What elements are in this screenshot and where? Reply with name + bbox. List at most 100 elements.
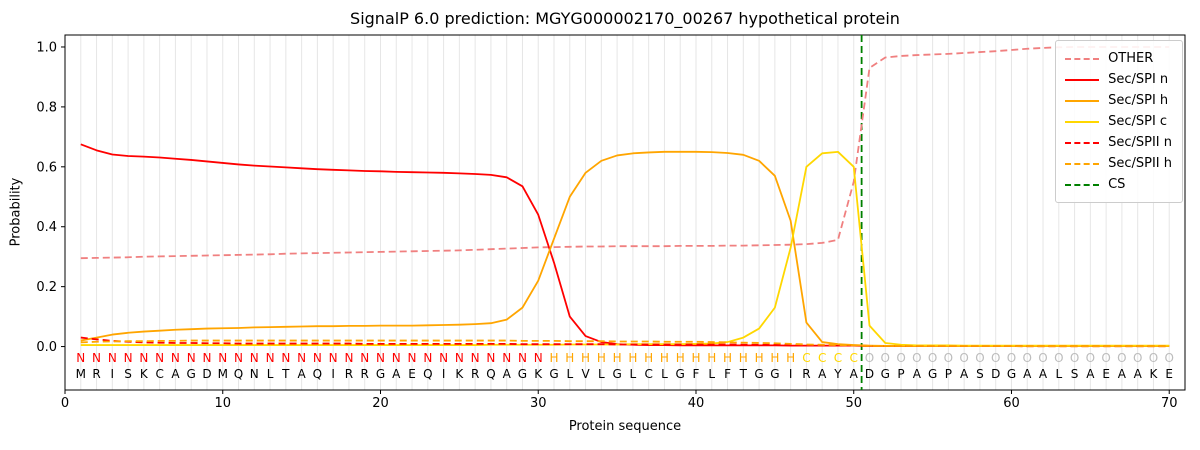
region-label-n: N (439, 351, 448, 365)
region-label-n: N (92, 351, 101, 365)
y-axis-label: Probability (8, 177, 24, 247)
x-tick-label: 60 (1003, 396, 1020, 411)
region-label-h: H (755, 351, 764, 365)
legend-item-sec-spi-h: Sec/SPI h (1065, 90, 1172, 111)
residue-letter: G (376, 367, 385, 381)
region-label-o: O (975, 351, 984, 365)
residue-letter: K (140, 367, 149, 381)
legend-line-sample (1065, 141, 1100, 144)
legend-line-sample (1065, 162, 1100, 165)
legend-item-label: Sec/SPI c (1108, 114, 1168, 129)
region-label-o: O (881, 351, 890, 365)
residue-letter: A (818, 367, 827, 381)
region-label-n: N (471, 351, 480, 365)
region-label-h: H (691, 351, 700, 365)
region-label-h: H (723, 351, 732, 365)
residue-letter: F (724, 367, 731, 381)
region-label-n: N (392, 351, 401, 365)
region-label-o: O (1164, 351, 1173, 365)
legend-line-sample (1065, 183, 1100, 186)
region-label-h: H (597, 351, 606, 365)
legend-item-label: Sec/SPI h (1108, 93, 1169, 108)
region-label-n: N (187, 351, 196, 365)
residue-letter: A (503, 367, 512, 381)
residue-letter: L (598, 367, 605, 381)
legend-item-label: Sec/SPI n (1108, 72, 1169, 87)
series-line-sec-spi-n (80, 143, 1170, 347)
x-tick-label: 20 (372, 396, 389, 411)
region-label-n: N (297, 351, 306, 365)
residue-letter: A (1039, 367, 1048, 381)
chart-title: SignalP 6.0 prediction: MGYG000002170_00… (350, 9, 900, 28)
region-label-h: H (770, 351, 779, 365)
region-label-h: H (707, 351, 716, 365)
region-label-o: O (912, 351, 921, 365)
region-label-o: O (944, 351, 953, 365)
legend-line-sample (1065, 99, 1100, 102)
region-label-n: N (408, 351, 417, 365)
residue-letter: Y (833, 367, 842, 381)
residue-letter: N (250, 367, 259, 381)
series-line-sec-spi-c (80, 150, 1170, 347)
residue-letter: S (976, 367, 984, 381)
residue-letter: G (187, 367, 196, 381)
x-tick-label: 30 (530, 396, 547, 411)
residue-letter: A (392, 367, 401, 381)
legend: OTHER Sec/SPI n Sec/SPI h Sec/SPI c Sec/SPII… (1055, 40, 1183, 203)
region-label-n: N (155, 351, 164, 365)
residue-letter: Q (234, 367, 243, 381)
region-label-o: O (1117, 351, 1126, 365)
region-label-n: N (281, 351, 290, 365)
region-label-n: N (202, 351, 211, 365)
x-tick-label: 50 (845, 396, 862, 411)
region-label-h: H (628, 351, 637, 365)
region-label-n: N (360, 351, 369, 365)
region-label-n: N (518, 351, 527, 365)
residue-letter: C (155, 367, 163, 381)
residue-letter: L (566, 367, 573, 381)
region-label-n: N (108, 351, 117, 365)
region-label-n: N (329, 351, 338, 365)
residue-letter: T (739, 367, 748, 381)
region-label-h: H (565, 351, 574, 365)
region-label-h: H (739, 351, 748, 365)
residue-letter: E (408, 367, 416, 381)
residue-letter: M (218, 367, 228, 381)
residue-letter: G (549, 367, 558, 381)
residue-letter: G (754, 367, 763, 381)
region-label-o: O (896, 351, 905, 365)
region-label-n: N (234, 351, 243, 365)
region-label-o: O (1149, 351, 1158, 365)
residue-letter: L (661, 367, 668, 381)
region-label-h: H (581, 351, 590, 365)
region-label-n: N (534, 351, 543, 365)
region-label-h: H (660, 351, 669, 365)
region-label-h: H (644, 351, 653, 365)
region-label-o: O (1054, 351, 1063, 365)
residue-letter: G (518, 367, 527, 381)
residue-letter: E (1165, 367, 1173, 381)
region-label-o: O (1007, 351, 1016, 365)
residue-letter: A (960, 367, 969, 381)
residue-letter: R (345, 367, 353, 381)
region-label-n: N (218, 351, 227, 365)
residue-letter: P (945, 367, 952, 381)
residue-letter: V (581, 367, 590, 381)
region-label-c: C (818, 351, 826, 365)
residue-letter: L (630, 367, 637, 381)
region-label-o: O (928, 351, 937, 365)
residue-letter: Q (486, 367, 495, 381)
residue-letter: S (1071, 367, 1079, 381)
residue-letter: Q (313, 367, 322, 381)
residue-letter: A (1023, 367, 1032, 381)
region-label-o: O (1038, 351, 1047, 365)
region-label-n: N (486, 351, 495, 365)
residue-letter: T (281, 367, 290, 381)
residue-letter: I (442, 367, 446, 381)
legend-item-sec-spii-h: Sec/SPII h (1065, 153, 1172, 174)
legend-line-sample (1065, 78, 1100, 81)
residue-letter: A (1086, 367, 1095, 381)
y-tick-label: 0.4 (36, 220, 57, 235)
x-tick-label: 0 (61, 396, 69, 411)
x-tick-label: 40 (688, 396, 705, 411)
